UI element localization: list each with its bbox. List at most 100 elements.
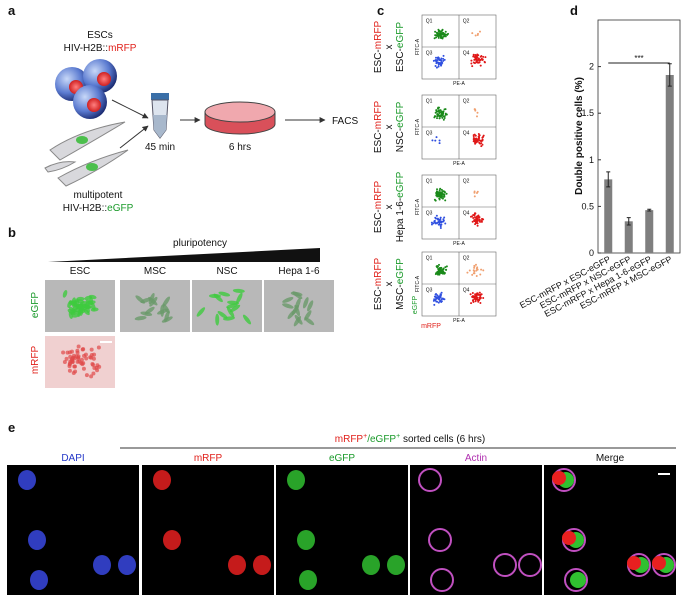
cell [84, 373, 89, 378]
bar [624, 221, 633, 253]
cell [96, 345, 101, 350]
error-bar [606, 171, 611, 188]
flow-dot [437, 191, 440, 194]
micrograph [192, 280, 262, 332]
flow-dot [474, 300, 477, 303]
cell [69, 357, 74, 362]
flow-dot [434, 222, 437, 225]
flow-dot [441, 116, 444, 119]
y-tick-label: 0 [589, 248, 594, 258]
flow-dot [474, 108, 477, 111]
quadrant-label: Q2 [463, 99, 470, 105]
cell [291, 304, 300, 316]
flow-dot [436, 113, 439, 116]
tube [151, 93, 169, 139]
flow-dot [442, 270, 445, 273]
cell [148, 292, 155, 305]
msc-line: HIV-H2B::eGFP [63, 203, 134, 214]
cell [208, 293, 221, 298]
flow-dot [435, 292, 438, 295]
flow-dot [480, 54, 483, 57]
flow-dot [472, 217, 475, 220]
column-label: NSC [216, 266, 237, 277]
cell [196, 307, 206, 317]
flow-dot [438, 142, 441, 145]
flow-dot [482, 135, 485, 138]
flow-dot [437, 57, 440, 60]
y-tick-label: 0.5 [581, 201, 594, 211]
flow-dot [473, 212, 476, 215]
esc-title: ESCs [87, 30, 113, 41]
flow-dot [477, 54, 480, 57]
flow-dot [471, 220, 474, 223]
flow-dot [477, 57, 480, 60]
cell [90, 362, 95, 367]
flow-dot [436, 188, 439, 191]
flow-dot [437, 218, 440, 221]
flow-dot [445, 265, 448, 268]
flow-dot [437, 63, 440, 66]
cell [95, 368, 100, 373]
flow-dot [438, 111, 441, 114]
flow-dot [477, 300, 480, 303]
flow-dot [478, 30, 481, 33]
flow-dot [470, 59, 473, 62]
cell [223, 316, 235, 321]
flow-dot [438, 263, 441, 266]
flow-dot [482, 269, 485, 272]
flow-dot [441, 61, 444, 64]
cell [562, 531, 576, 545]
flow-dot [439, 187, 442, 190]
flow-dot [478, 219, 481, 222]
flow-dot [477, 135, 480, 138]
axis-label: FITC-A [415, 198, 421, 215]
dish-time: 6 hrs [229, 142, 251, 153]
cell [92, 366, 97, 371]
cell [140, 311, 153, 316]
quadrant-label: Q1 [426, 19, 433, 25]
gradient-label: pluripotency [173, 238, 227, 249]
flow-dot [444, 222, 447, 225]
cell [552, 471, 566, 485]
flow-dot [437, 36, 440, 39]
flow-dot [481, 143, 484, 146]
flow-dot [439, 293, 442, 296]
quadrant-label: Q2 [463, 256, 470, 262]
flow-dot [439, 226, 442, 229]
flow-dot [434, 199, 437, 202]
cell [75, 348, 80, 353]
flow-dot [474, 53, 477, 56]
flow-dot [442, 54, 445, 57]
flow-dot [438, 271, 441, 274]
cell [76, 344, 81, 349]
flow-dot [482, 297, 485, 300]
flow-dot [435, 136, 438, 139]
cell [67, 350, 72, 355]
column-label: MSC [144, 266, 166, 277]
panel-e-title: mRFP+/eGFP+ sorted cells (6 hrs) [335, 433, 485, 445]
flow-dot [479, 220, 482, 223]
column-label: DAPI [61, 453, 84, 464]
cell [71, 370, 76, 375]
flow-dot [431, 139, 434, 142]
cell [81, 347, 86, 352]
flow-dot [440, 64, 443, 67]
bar [665, 74, 674, 253]
flow-dot [436, 115, 439, 118]
flow-dot [444, 108, 447, 111]
cell [627, 556, 641, 570]
flow-dot [472, 135, 475, 138]
flow-dot [438, 139, 441, 142]
panel-label: a [8, 3, 16, 18]
flow-dot [475, 269, 478, 272]
cell [74, 354, 79, 359]
cell [61, 350, 66, 355]
quadrant-label: Q4 [463, 51, 470, 57]
quadrant-label: Q1 [426, 179, 433, 185]
flow-dot [440, 57, 443, 60]
flow-dot [443, 195, 446, 198]
flow-dot [484, 56, 487, 59]
flow-dot [437, 273, 440, 276]
flow-dot [481, 59, 484, 62]
flow-dot [477, 216, 480, 219]
